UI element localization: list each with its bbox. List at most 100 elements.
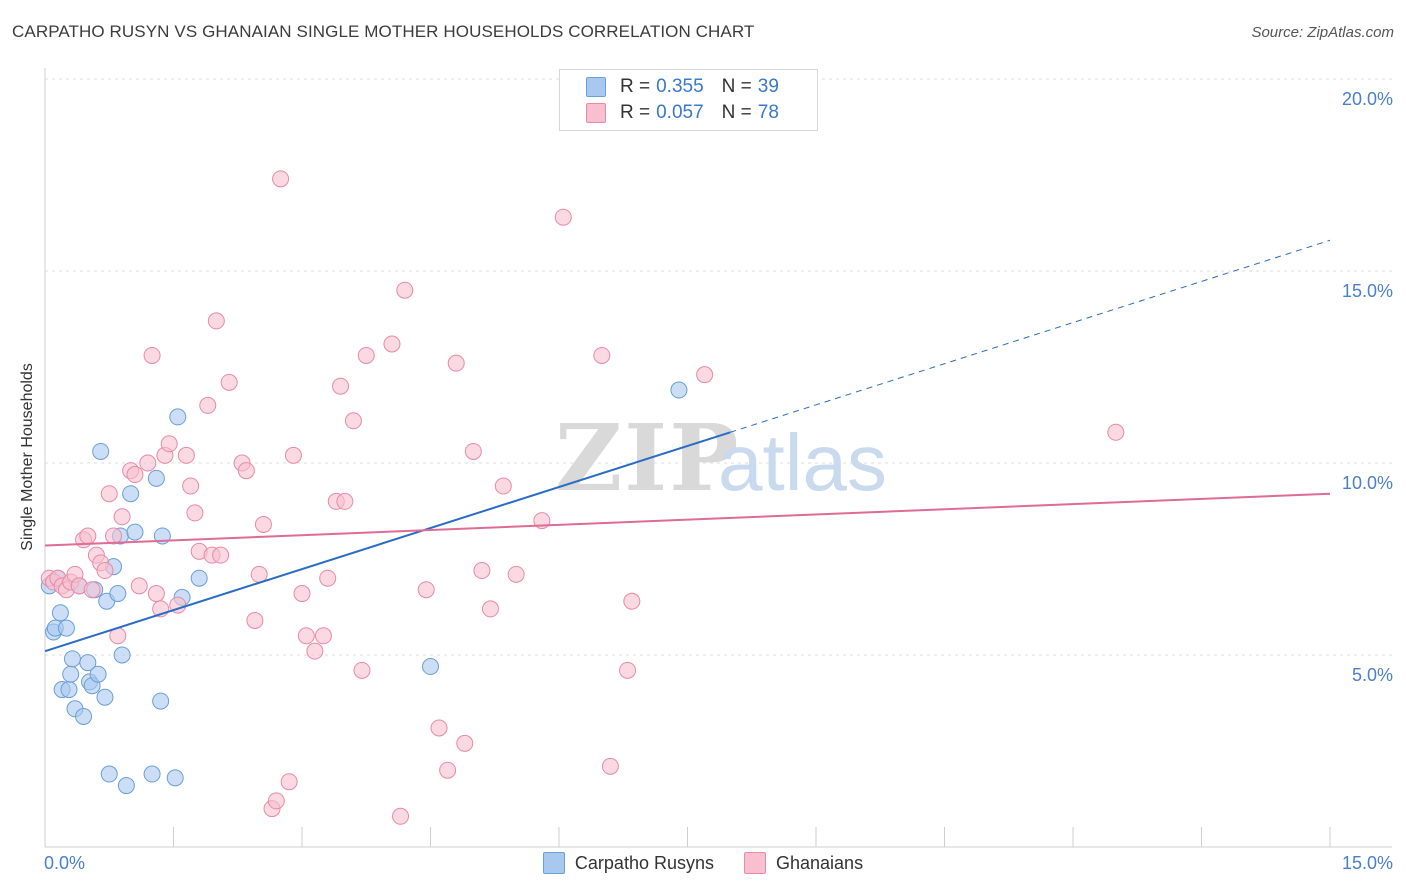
carpatho-point bbox=[190, 569, 208, 587]
ghanaian-point bbox=[507, 565, 525, 583]
ghanaian-point bbox=[126, 466, 144, 484]
legend-row-ghanaian: R = 0.057 N = 78 bbox=[586, 102, 779, 124]
carpatho-point bbox=[117, 777, 135, 795]
legend-swatch-carpatho bbox=[586, 77, 606, 97]
ghanaian-point bbox=[447, 354, 465, 372]
legend-r-label: R = bbox=[620, 76, 651, 97]
legend-n-value: 39 bbox=[757, 76, 779, 97]
ghanaian-point bbox=[284, 446, 302, 464]
carpatho-trend-line bbox=[44, 431, 731, 653]
watermark-atlas: atlas bbox=[718, 418, 887, 507]
carpatho-point bbox=[63, 650, 81, 668]
ghanaian-point bbox=[199, 396, 217, 414]
legend-r-value: 0.057 bbox=[656, 102, 704, 123]
ghanaian-point bbox=[83, 581, 101, 599]
legend-n-label: N = bbox=[721, 102, 752, 123]
ghanaian-point bbox=[293, 585, 311, 603]
tick-labels: 5.0% 10.0% 15.0% 20.0% 0.0% 15.0% bbox=[44, 89, 1393, 873]
ghanaian-point bbox=[237, 462, 255, 480]
ghanaian-point bbox=[696, 366, 714, 384]
ghanaian-point bbox=[619, 661, 637, 679]
ghanaian-point bbox=[212, 546, 230, 564]
series-legend-carpatho[interactable]: Carpatho Rusyns bbox=[542, 852, 714, 874]
series-legend-ghanaian[interactable]: Ghanaians bbox=[744, 852, 863, 874]
carpatho-point bbox=[166, 769, 184, 787]
carpatho-point bbox=[152, 692, 170, 710]
legend-row-carpatho: R = 0.355 N = 39 bbox=[586, 76, 779, 98]
carpatho-point bbox=[62, 665, 80, 683]
ghanaian-point bbox=[177, 446, 195, 464]
carpatho-trend-extension bbox=[730, 239, 1331, 433]
ghanaian-point bbox=[1107, 423, 1125, 441]
carpatho-point bbox=[126, 523, 144, 541]
ghanaian-point bbox=[464, 442, 482, 460]
carpatho-point bbox=[113, 646, 131, 664]
ghanaian-point bbox=[105, 527, 123, 545]
ghanaian-point bbox=[314, 627, 332, 645]
carpatho-point bbox=[147, 469, 165, 487]
gridlines bbox=[45, 78, 1392, 656]
ghanaian-point bbox=[280, 773, 298, 791]
carpatho-point bbox=[422, 658, 439, 676]
legend-n-label: N = bbox=[721, 76, 752, 97]
ghanaian-point bbox=[147, 585, 165, 603]
ghanaian-point bbox=[481, 600, 499, 618]
carpatho-point bbox=[169, 408, 187, 426]
ghanaian-point bbox=[456, 734, 474, 752]
ghanaian-point bbox=[272, 170, 290, 188]
carpatho-point bbox=[143, 765, 161, 783]
legend-r-label: R = bbox=[620, 102, 651, 123]
ghanaian-point bbox=[332, 377, 350, 395]
chart-title: CARPATHO RUSYN VS GHANAIAN SINGLE MOTHER… bbox=[12, 22, 755, 41]
ghanaian-point bbox=[593, 346, 611, 364]
ghanaian-point bbox=[246, 611, 264, 629]
ghanaian-point bbox=[306, 642, 324, 660]
ghanaian-point bbox=[267, 792, 285, 810]
ghanaian-point bbox=[254, 515, 272, 533]
series-swatch-ghanaian bbox=[744, 852, 766, 874]
legend-r-value: 0.355 bbox=[656, 76, 704, 97]
ghanaian-point bbox=[319, 569, 337, 587]
ghanaian-point bbox=[336, 492, 354, 510]
series-legend-label: Carpatho Rusyns bbox=[574, 852, 714, 873]
carpatho-point bbox=[57, 619, 75, 637]
ghanaian-point bbox=[186, 504, 204, 522]
carpatho-point bbox=[109, 585, 127, 603]
series-swatch-carpatho bbox=[542, 852, 565, 874]
ghanaian-point bbox=[623, 592, 641, 610]
carpatho-point bbox=[670, 381, 688, 399]
ghanaian-point bbox=[357, 346, 375, 364]
carpatho-point bbox=[51, 604, 69, 622]
trend-lines bbox=[44, 239, 1331, 653]
ghanaian-point bbox=[383, 335, 401, 353]
ghanaian-point bbox=[220, 373, 238, 391]
carpatho-point bbox=[100, 765, 118, 783]
carpatho-point bbox=[92, 442, 110, 460]
ghanaian-point bbox=[601, 757, 619, 775]
ghanaian-point bbox=[297, 627, 315, 645]
x-tick-label: 15.0% bbox=[1342, 853, 1393, 873]
axes bbox=[44, 68, 1392, 848]
source-credit: Source: ZipAtlas.com bbox=[1251, 24, 1394, 41]
ghanaian-point bbox=[79, 527, 97, 545]
ghanaian-point bbox=[182, 477, 200, 495]
ghanaian-point bbox=[139, 454, 157, 472]
data-points bbox=[40, 170, 1125, 825]
watermark: ZIPatlas bbox=[555, 404, 887, 512]
ghanaian-point bbox=[392, 807, 410, 825]
ghanaian-point bbox=[494, 477, 512, 495]
y-tick-label: 20.0% bbox=[1342, 89, 1393, 109]
ghanaian-point bbox=[344, 412, 362, 430]
ghanaian-point bbox=[473, 562, 491, 580]
legend-n-value: 78 bbox=[757, 102, 779, 123]
legend-swatch-ghanaian bbox=[586, 103, 606, 123]
series-legend-label: Ghanaians bbox=[776, 852, 864, 873]
ghanaian-point bbox=[130, 577, 148, 595]
ghanaian-point bbox=[417, 581, 435, 599]
series-legend: Carpatho Rusyns Ghanaians bbox=[0, 852, 1406, 874]
correlation-legend: R = 0.355 N = 39 R = 0.057 N = 78 bbox=[559, 69, 818, 131]
carpatho-point bbox=[75, 707, 93, 725]
x-tick-label: 0.0% bbox=[44, 853, 85, 873]
ghanaian-point bbox=[100, 485, 118, 503]
